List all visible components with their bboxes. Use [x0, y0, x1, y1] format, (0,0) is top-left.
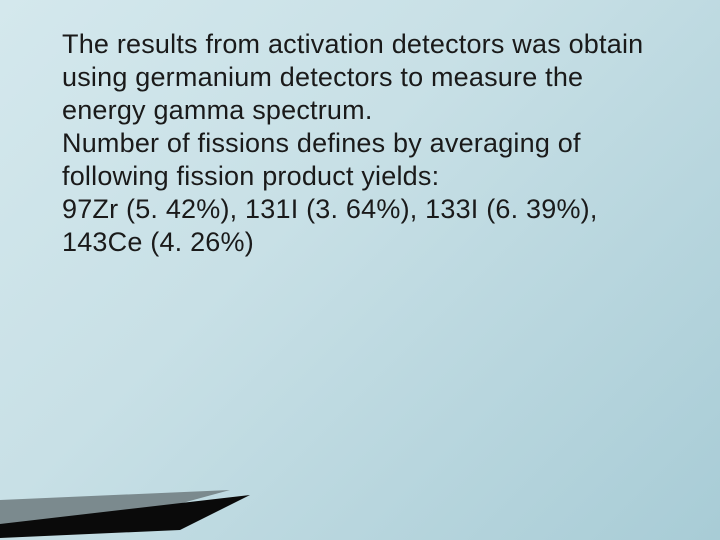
corner-accent: [0, 450, 290, 540]
presentation-slide: The results from activation detectors wa…: [0, 0, 720, 540]
paragraph-3: 97Zr (5. 42%), 131I (3. 64%), 133I (6. 3…: [62, 193, 658, 259]
paragraph-1: The results from activation detectors wa…: [62, 28, 658, 127]
paragraph-2: Number of fissions defines by averaging …: [62, 127, 658, 193]
accent-shape-dark: [0, 495, 250, 538]
accent-shape-gray: [0, 490, 230, 526]
slide-body-text: The results from activation detectors wa…: [62, 28, 658, 259]
